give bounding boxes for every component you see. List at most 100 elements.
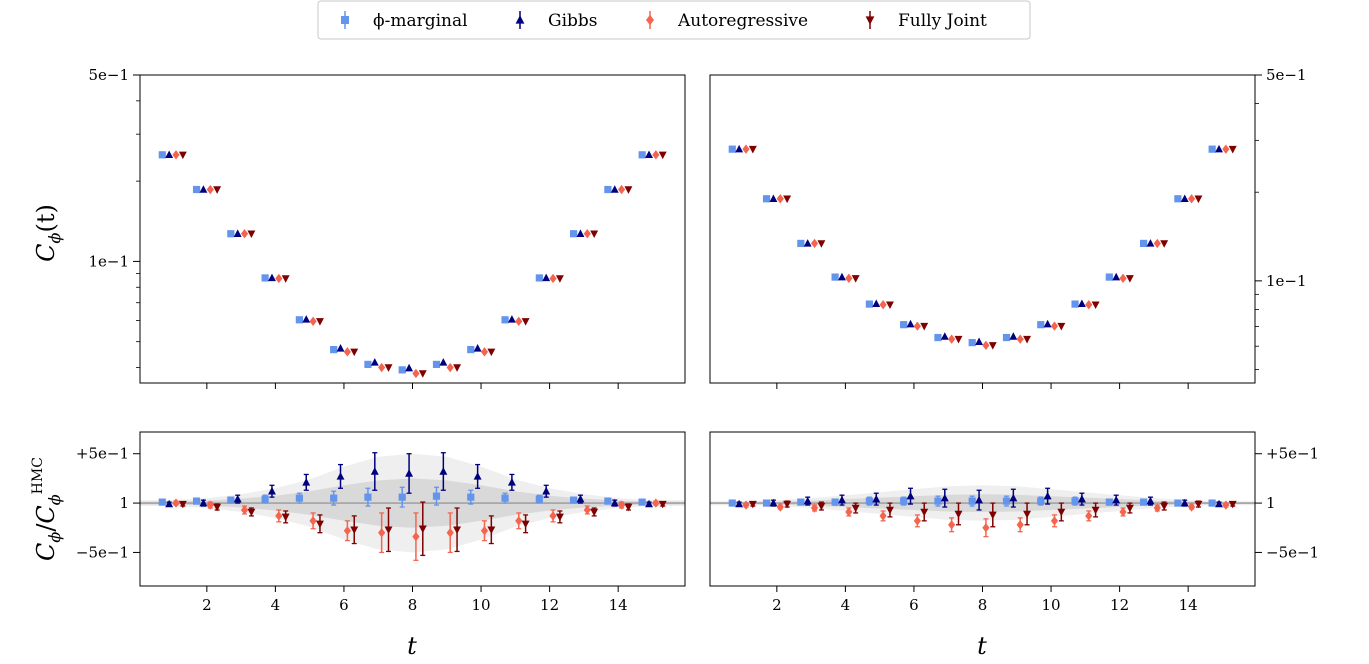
data-point — [501, 494, 509, 502]
data-point — [261, 274, 269, 282]
data-point — [1153, 503, 1161, 513]
x-tick-label: 4 — [271, 596, 281, 614]
legend-marker-fully-joint — [865, 16, 875, 25]
data-point — [412, 368, 420, 379]
data-point — [838, 495, 846, 504]
data-point — [1228, 145, 1237, 154]
data-point — [988, 342, 997, 350]
data-point — [624, 186, 633, 194]
data-point — [480, 526, 489, 536]
data-point — [982, 340, 990, 351]
data-point — [617, 184, 626, 195]
data-point — [439, 358, 448, 366]
y-tick-label: 5e−1 — [1266, 66, 1307, 84]
data-point — [507, 315, 516, 323]
data-point — [1023, 335, 1032, 344]
data-point — [398, 493, 406, 501]
data-point — [1187, 194, 1196, 204]
data-point — [769, 194, 778, 203]
data-point — [1194, 500, 1203, 509]
data-point — [570, 496, 578, 504]
data-point — [940, 332, 949, 340]
panel-bottom-right: 2 4 6 8 10 12 14 −5e−1 1 +5e−1 — [709, 431, 1319, 614]
legend-label: Gibbs — [548, 11, 598, 31]
data-point — [1140, 498, 1148, 506]
legend-entry-marginal: ϕ-marginal — [341, 11, 468, 31]
series-gibbs — [165, 150, 653, 372]
y-bottom-label-num-sub: ϕ — [45, 532, 64, 543]
y-tick-label: 1e−1 — [88, 252, 129, 270]
plot-frame — [709, 74, 1256, 384]
y-axis-title-top: Cϕ(t) — [32, 204, 64, 262]
series-autoregressive — [742, 144, 1230, 351]
x-tick-label: 6 — [339, 596, 349, 614]
series-marginal — [728, 495, 1216, 507]
data-point — [330, 345, 338, 354]
data-point — [555, 513, 564, 522]
data-point — [473, 472, 482, 480]
data-point — [810, 238, 819, 249]
y-bottom-label-den: C — [32, 505, 60, 523]
data-point — [1208, 145, 1216, 153]
data-point — [604, 497, 612, 505]
x-tick-label: 12 — [540, 596, 559, 614]
series-fully-joint — [748, 500, 1237, 528]
data-point — [1215, 499, 1223, 508]
data-point — [350, 348, 359, 357]
legend-marker-gibbs — [515, 15, 525, 24]
data-point — [900, 321, 908, 329]
data-point — [803, 239, 812, 247]
legend: ϕ-marginal Gibbs Autoregressive Fully Joint — [317, 0, 1031, 40]
x-tick-label: 4 — [841, 596, 851, 614]
data-point — [1077, 299, 1086, 308]
data-point — [975, 495, 984, 504]
data-point — [885, 506, 894, 515]
data-point — [735, 499, 744, 508]
data-point — [940, 493, 949, 502]
data-point — [624, 503, 633, 512]
data-point — [158, 498, 166, 506]
data-point — [831, 273, 839, 281]
data-point — [1057, 508, 1066, 517]
data-point — [1174, 195, 1182, 203]
legend-entry-gibbs: Gibbs — [515, 11, 598, 31]
series-marginal — [158, 486, 646, 508]
data-point — [988, 511, 997, 520]
series-autoregressive — [172, 498, 660, 561]
data-point — [948, 334, 956, 344]
data-point — [227, 230, 235, 238]
data-point — [610, 498, 619, 507]
data-point — [1043, 319, 1052, 328]
data-point — [268, 486, 276, 495]
x-tick-label: 2 — [202, 596, 212, 614]
legend-marker-marginal — [341, 16, 349, 24]
data-point — [865, 497, 873, 505]
data-point — [233, 229, 242, 237]
data-point — [1146, 496, 1155, 505]
panel-bottom-left: 2 4 6 8 10 12 14 −5e−1 1 +5e−1 — [76, 431, 686, 614]
data-point — [968, 497, 976, 505]
x-tick-label: 14 — [609, 596, 628, 614]
data-point — [1091, 506, 1100, 515]
data-point — [838, 272, 846, 281]
x-tick-label: 10 — [472, 596, 491, 614]
data-point — [728, 145, 736, 153]
data-point — [1119, 273, 1127, 284]
data-point — [233, 494, 242, 503]
data-point — [817, 502, 826, 511]
data-point — [658, 151, 667, 160]
data-point — [817, 240, 826, 248]
data-point — [501, 316, 509, 324]
data-point — [364, 493, 372, 501]
data-point — [583, 505, 591, 515]
data-point — [364, 360, 372, 368]
y-axis-title-bottom: Cϕ/CϕHMC — [30, 457, 64, 561]
data-point — [797, 498, 805, 506]
data-point — [302, 315, 311, 323]
data-point — [906, 319, 915, 328]
data-point — [735, 144, 744, 153]
data-point — [1009, 493, 1018, 502]
y-bottom-label-den-sub: ϕ — [45, 494, 64, 505]
data-point — [542, 273, 551, 282]
data-point — [473, 344, 482, 352]
